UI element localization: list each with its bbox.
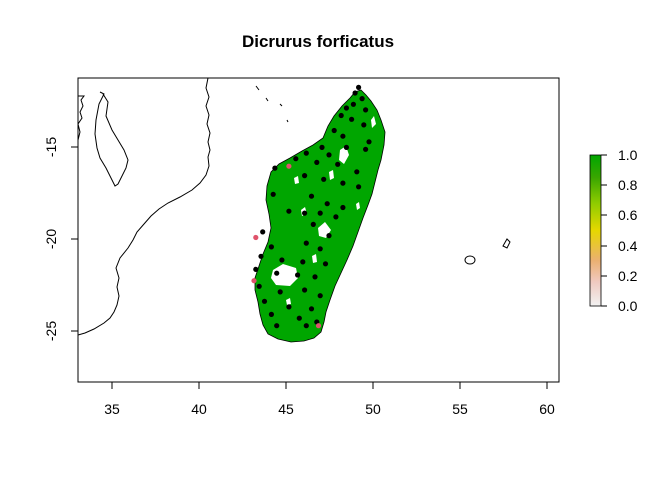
occurrence-point: [322, 261, 329, 267]
occurrence-point: [363, 107, 369, 113]
occurrence-point: [317, 293, 323, 299]
occurrence-point: [303, 323, 309, 329]
africa-coastline: [78, 78, 211, 336]
occurrence-point: [302, 173, 308, 179]
occurrence-point: [270, 191, 276, 197]
x-tick-label: 35: [104, 401, 120, 417]
occurrence-point: [310, 221, 316, 227]
occurrence-point: [272, 165, 278, 171]
occurrence-point: [354, 169, 360, 175]
occurrence-point: [303, 150, 309, 156]
occurrence-point: [321, 176, 327, 182]
occurrence-point: [317, 246, 323, 252]
occurrence-point: [253, 266, 259, 272]
occurrence-point: [324, 201, 330, 207]
x-tick-label: 60: [539, 401, 555, 417]
occurrence-point: [302, 287, 308, 293]
occurrence-point: [356, 84, 362, 90]
occurrence-point: [312, 274, 318, 280]
occurrence-points: [251, 84, 372, 329]
x-axis: 35 40 45 50 55 60: [104, 381, 555, 417]
chart-title: Dicrurus forficatus: [242, 32, 394, 51]
reunion-island: [464, 255, 476, 265]
occurrence-point: [340, 133, 346, 139]
colorbar-tick-label: 0.8: [618, 177, 638, 193]
colorbar-tick-label: 0.0: [618, 298, 638, 314]
occurrence-point: [350, 101, 356, 107]
occurrence-point: [268, 244, 274, 250]
occurrence-point: [300, 259, 306, 265]
occurrence-point: [261, 298, 268, 304]
highlighted-occurrence-point: [253, 234, 259, 241]
colorbar-tick-label: 0.2: [618, 268, 638, 284]
occurrence-point: [274, 270, 280, 276]
occurrence-point: [286, 304, 292, 310]
y-tick-label: -15: [43, 137, 59, 157]
colorbar-tick-label: 0.4: [618, 238, 638, 254]
madagascar-suitability: [254, 89, 386, 343]
occurrence-point: [317, 210, 323, 216]
occurrence-point: [338, 112, 344, 119]
occurrence-point: [356, 184, 362, 190]
occurrence-point: [335, 161, 341, 167]
occurrence-point: [277, 289, 283, 295]
occurrence-point: [308, 306, 315, 312]
occurrence-point: [343, 105, 349, 111]
occurrence-point: [340, 180, 346, 186]
x-tick-label: 50: [365, 401, 381, 417]
occurrence-point: [359, 96, 365, 102]
occurrence-point: [302, 210, 308, 216]
highlighted-occurrence-point: [251, 278, 257, 284]
occurrence-point: [296, 315, 302, 321]
occurrence-point: [366, 139, 372, 145]
x-tick-label: 55: [452, 401, 468, 417]
occurrence-point: [331, 127, 337, 134]
occurrence-point: [279, 257, 285, 263]
occurrence-point: [295, 272, 301, 278]
occurrence-point: [293, 156, 299, 162]
occurrence-point: [303, 240, 309, 246]
x-tick-label: 45: [278, 401, 294, 417]
comoros-islands: [255, 85, 289, 123]
colorbar-gradient: [589, 154, 602, 307]
colorbar-legend: 0.0 0.2 0.4 0.6 0.8 1.0: [589, 147, 638, 314]
y-axis: -15 -20 -25: [43, 137, 79, 341]
occurrence-point: [326, 233, 332, 239]
occurrence-point: [352, 90, 358, 96]
colorbar-tick-label: 0.6: [618, 207, 638, 223]
highlighted-occurrence-point: [315, 323, 322, 329]
occurrence-point: [343, 144, 349, 150]
low-suitability-patches: [271, 116, 376, 305]
y-tick-label: -20: [43, 229, 59, 249]
highlighted-occurrence-point: [286, 163, 292, 169]
occurrence-point: [258, 253, 264, 259]
mozambique-coast-detail: [94, 91, 129, 187]
occurrence-point: [268, 311, 274, 317]
occurrence-point: [319, 144, 325, 150]
occurrence-point: [363, 146, 369, 152]
occurrence-point: [260, 229, 266, 235]
occurrence-point: [274, 323, 280, 329]
x-tick-label: 40: [191, 401, 207, 417]
occurrence-point: [326, 152, 332, 158]
map-layer: [78, 78, 511, 343]
colorbar-tick-label: 1.0: [618, 147, 638, 163]
occurrence-point: [286, 208, 292, 214]
occurrence-point: [308, 193, 315, 199]
occurrence-point: [314, 159, 320, 165]
y-tick-label: -25: [43, 321, 59, 341]
mauritius-island: [502, 238, 511, 249]
occurrence-point: [361, 122, 367, 128]
occurrence-point: [340, 204, 346, 211]
occurrence-point: [256, 283, 262, 289]
occurrence-point: [349, 116, 355, 122]
occurrence-point: [333, 214, 339, 220]
